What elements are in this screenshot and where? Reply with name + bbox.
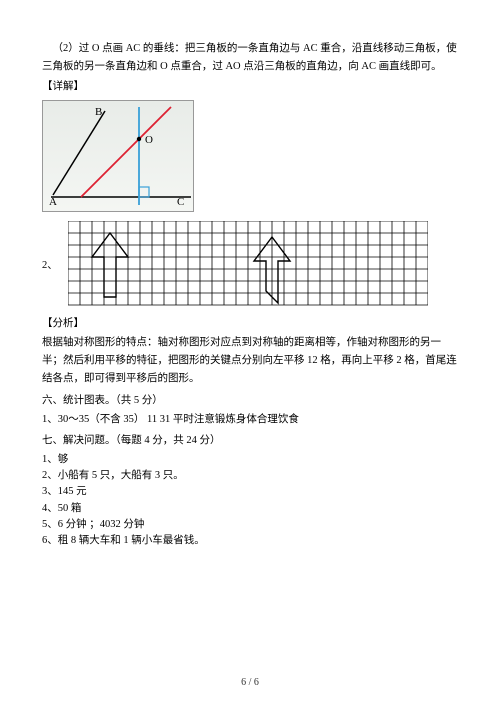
analysis-paragraph: 根据轴对称图形的特点：轴对称图形对应点到对称轴的距离相等，作轴对称图形的另一半；… [42, 334, 458, 388]
grid-diagram [68, 221, 428, 311]
right-angle-mark [139, 187, 149, 197]
line-ab [53, 111, 105, 195]
section-7-title: 七、解决问题。（每题 4 分，共 24 分） [42, 432, 458, 450]
q4: 4、50 箱 [42, 501, 458, 517]
geometry-diagram: A B C O [42, 100, 194, 212]
grid-lines [68, 221, 428, 305]
label-c: C [177, 196, 184, 208]
q1: 1、够 [42, 452, 458, 468]
q3: 3、145 元 [42, 484, 458, 500]
label-o: O [145, 134, 153, 146]
analysis-heading: 【分析】 [42, 315, 458, 333]
q2: 2、小船有 5 只，大船有 3 只。 [42, 468, 458, 484]
label-a: A [49, 196, 57, 208]
section-6-title: 六、统计图表。（共 5 分） [42, 392, 458, 410]
page: （2）过 O 点画 AC 的垂线：把三角板的一条直角边与 AC 重合，沿直线移动… [0, 0, 500, 707]
detail-heading: 【详解】 [42, 78, 458, 96]
line-parallel [81, 107, 171, 197]
label-b: B [95, 106, 102, 118]
section-6-line-1: 1、30～35（不含 35） 11 31 平时注意锻炼身体合理饮食 [42, 412, 458, 428]
page-footer: 6 / 6 [0, 674, 500, 691]
q5: 5、6 分钟 ；4032 分钟 [42, 517, 458, 533]
point-o [137, 136, 141, 140]
item-2-label: 2、 [42, 257, 60, 275]
item-2-row: 2、 [42, 218, 458, 315]
arrow-shape-left [92, 233, 128, 297]
grid-svg [68, 221, 428, 311]
geometry-svg: A B C O [43, 101, 193, 211]
q6: 6、租 8 辆大车和 1 辆小车最省钱。 [42, 533, 458, 549]
paragraph-instruction: （2）过 O 点画 AC 的垂线：把三角板的一条直角边与 AC 重合，沿直线移动… [42, 40, 458, 76]
